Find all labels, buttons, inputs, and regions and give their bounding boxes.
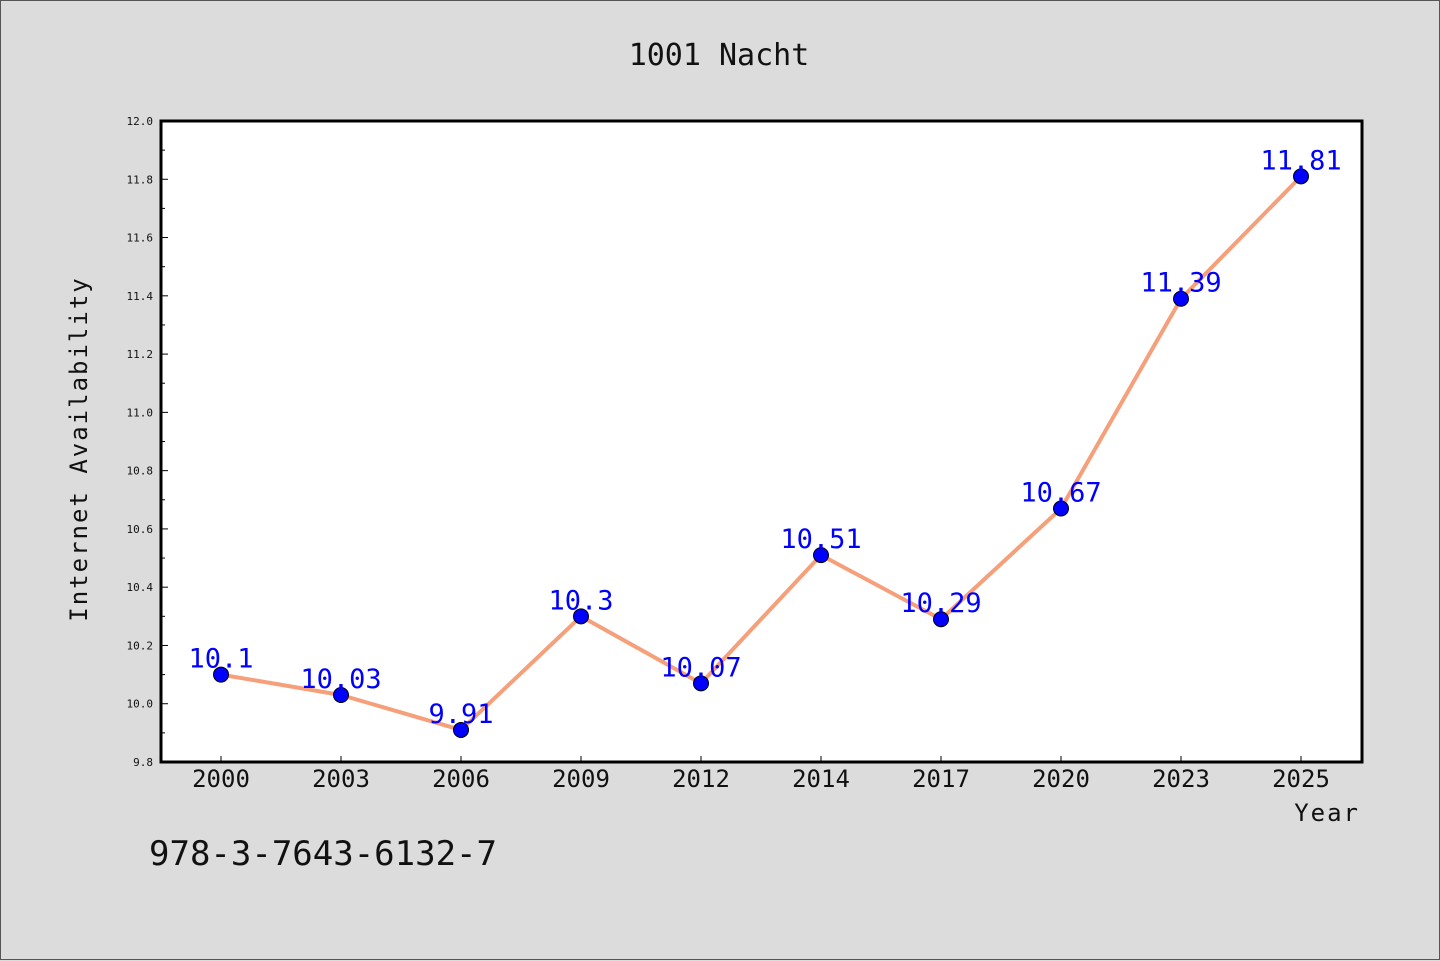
data-point	[1053, 500, 1069, 517]
y-axis-label: Internet Availability	[65, 276, 93, 621]
x-tick-label: 2009	[552, 765, 610, 793]
data-point	[1293, 168, 1309, 185]
x-tick-label: 2020	[1032, 765, 1090, 793]
y-tick-label: 10.0	[127, 698, 154, 711]
data-label: 10.29	[900, 588, 981, 619]
y-tick-label: 10.2	[127, 639, 154, 652]
data-point	[933, 611, 949, 628]
data-label: 11.81	[1260, 145, 1341, 176]
data-label: 10.3	[548, 585, 613, 616]
data-label: 10.03	[300, 664, 381, 695]
y-tick-label: 10.4	[127, 581, 154, 594]
x-tick-label: 2017	[912, 765, 970, 793]
data-label: 10.07	[660, 652, 741, 683]
data-label: 9.91	[428, 699, 493, 730]
chart-title: 1001 Nacht	[629, 38, 810, 73]
x-tick-label: 2023	[1152, 765, 1210, 793]
y-tick-label: 11.2	[127, 348, 154, 361]
x-axis: 2000 2003 2006 2009 2012 2014 2017 2020 2023 2025	[192, 756, 1330, 793]
series-line	[219, 174, 1303, 732]
data-point	[453, 721, 469, 738]
y-tick-label: 12.0	[127, 115, 154, 128]
x-tick-label: 2025	[1272, 765, 1330, 793]
plot-area	[159, 119, 1364, 764]
y-tick-label: 11.8	[127, 173, 154, 186]
data-point	[813, 547, 829, 564]
isbn-annotation: 978-3-7643-6132-7	[149, 834, 497, 874]
data-point	[213, 666, 229, 683]
y-axis: 9.8 10.0 10.2 10.4 10.6 10.8 11.0 11.2 11.4 11.6 1…	[127, 115, 168, 769]
x-tick-label: 2006	[432, 765, 490, 793]
y-tick-label: 10.8	[127, 465, 154, 478]
y-tick-label: 10.6	[127, 523, 154, 536]
x-axis-label: Year	[1294, 799, 1360, 827]
data-point	[1173, 290, 1189, 307]
data-point	[573, 608, 589, 625]
series-group: 10.1 10.03 9.91 10.3 10.07 10.51 10.29 10.67 11.…	[188, 145, 1342, 738]
data-label: 10.1	[188, 644, 253, 675]
data-point	[693, 675, 709, 692]
y-tick-label: 11.0	[127, 406, 154, 419]
x-tick-label: 2000	[192, 765, 250, 793]
data-label: 10.51	[780, 524, 861, 555]
data-label: 10.67	[1020, 478, 1101, 509]
x-tick-label: 2003	[312, 765, 370, 793]
y-tick-label: 11.6	[127, 232, 154, 245]
x-tick-label: 2014	[792, 765, 850, 793]
y-tick-label: 11.4	[127, 290, 154, 303]
data-point	[333, 686, 349, 703]
data-label: 11.39	[1140, 268, 1221, 299]
y-tick-label: 9.8	[133, 756, 153, 769]
x-tick-label: 2012	[672, 765, 730, 793]
